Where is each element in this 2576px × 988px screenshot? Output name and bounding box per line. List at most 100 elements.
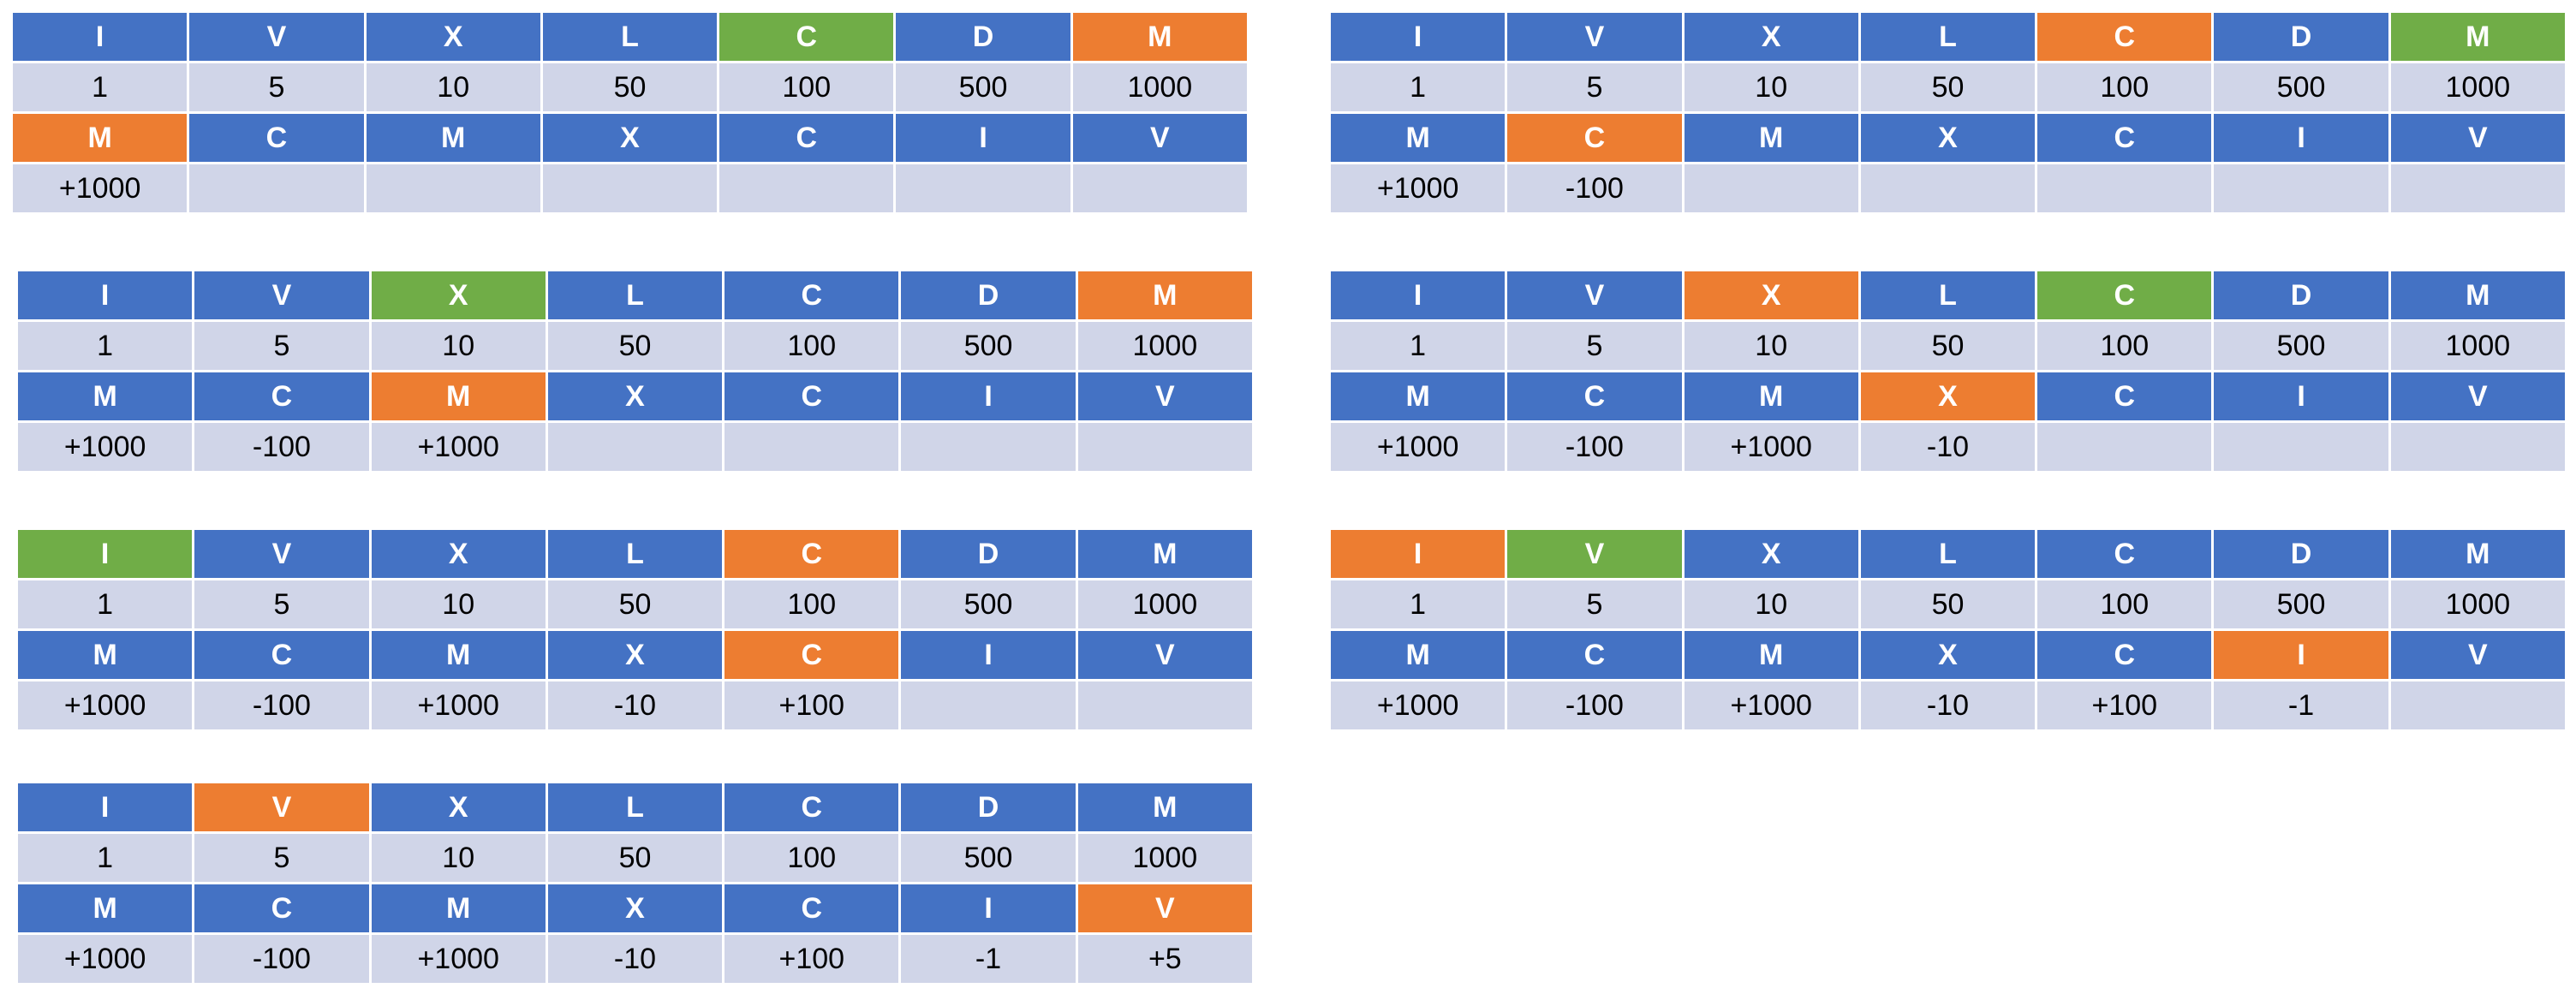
result-cell (189, 164, 364, 212)
result-cell (542, 164, 718, 212)
input-cell: M (18, 372, 193, 420)
value-cell: 1 (1331, 580, 1506, 628)
result-cell (724, 423, 899, 471)
value-cell: 100 (2037, 580, 2212, 628)
input-cell: X (542, 114, 718, 162)
result-cell: +1000 (371, 681, 546, 729)
value-cell: 100 (2037, 63, 2212, 111)
symbol-cell: M (2390, 13, 2565, 61)
symbol-cell: M (1077, 530, 1252, 578)
value-cell: 500 (901, 322, 1076, 370)
value-cell: 100 (719, 63, 894, 111)
symbol-cell: L (542, 13, 718, 61)
result-cell (2390, 164, 2565, 212)
result-cell: +5 (1077, 935, 1252, 983)
symbol-cell: X (366, 13, 540, 61)
step-table-6: I V X L C D M 1 5 10 50 100 500 1000 M C M X C I V +1000 -100 +… (1328, 527, 2567, 732)
result-row: +1000 -100 +1000 -10 (1331, 423, 2565, 471)
result-cell: +1000 (371, 935, 546, 983)
result-cell (547, 423, 723, 471)
result-row: +1000 (13, 164, 1247, 212)
result-cell: +1000 (371, 423, 546, 471)
input-cell: M (1684, 631, 1858, 679)
symbol-cell: C (719, 13, 894, 61)
input-cell: I (2214, 372, 2388, 420)
input-cell: V (2390, 631, 2565, 679)
result-cell (901, 423, 1076, 471)
value-cell: 5 (1507, 63, 1682, 111)
symbol-cell: C (2037, 13, 2212, 61)
result-cell (1077, 423, 1252, 471)
input-cell: I (901, 372, 1076, 420)
symbol-cell: I (18, 271, 193, 319)
result-cell (1072, 164, 1247, 212)
symbol-cell: V (194, 530, 369, 578)
value-cell: 5 (1507, 580, 1682, 628)
input-cell: X (547, 372, 723, 420)
value-cell: 1000 (1077, 834, 1252, 882)
step-table-1: I V X L C D M 1 5 10 50 100 500 1000 M C M X C I V +1000 (10, 10, 1249, 215)
value-row: 1 5 10 50 100 500 1000 (18, 322, 1252, 370)
value-cell: 5 (194, 322, 369, 370)
value-cell: 1000 (1072, 63, 1247, 111)
result-cell: -100 (1507, 164, 1682, 212)
step-table-5: I V X L C D M 1 5 10 50 100 500 1000 M C M X C I V +1000 -100 +… (15, 527, 1255, 732)
input-cell: C (1507, 114, 1682, 162)
input-cell: I (896, 114, 1070, 162)
result-cell: +1000 (1684, 681, 1858, 729)
result-cell (2390, 423, 2565, 471)
input-cell: C (194, 631, 369, 679)
value-row: 1 5 10 50 100 500 1000 (18, 834, 1252, 882)
value-row: 1 5 10 50 100 500 1000 (18, 580, 1252, 628)
value-row: 1 5 10 50 100 500 1000 (1331, 63, 2565, 111)
symbol-cell: V (189, 13, 364, 61)
symbol-cell: D (896, 13, 1070, 61)
input-cell: X (1860, 372, 2036, 420)
result-cell: -10 (1860, 681, 2036, 729)
input-cell: V (2390, 372, 2565, 420)
input-cell: X (547, 631, 723, 679)
input-cell: C (194, 884, 369, 932)
result-cell (896, 164, 1070, 212)
result-cell: -100 (194, 681, 369, 729)
symbol-cell: V (194, 271, 369, 319)
symbol-cell: L (547, 783, 723, 831)
value-cell: 500 (2214, 322, 2388, 370)
value-cell: 500 (896, 63, 1070, 111)
input-cell: V (1077, 631, 1252, 679)
result-cell (1684, 164, 1858, 212)
input-cell: M (371, 631, 546, 679)
value-cell: 10 (371, 834, 546, 882)
result-cell (366, 164, 540, 212)
value-cell: 10 (371, 322, 546, 370)
symbol-cell: M (1077, 271, 1252, 319)
input-cell: V (1077, 372, 1252, 420)
input-cell: C (1507, 631, 1682, 679)
symbol-cell: X (371, 783, 546, 831)
step-table-2: I V X L C D M 1 5 10 50 100 500 1000 M C M X C I V +1000 -100 (1328, 10, 2567, 215)
input-cell: C (2037, 631, 2212, 679)
symbol-cell: L (547, 271, 723, 319)
result-cell (1860, 164, 2036, 212)
value-cell: 500 (901, 580, 1076, 628)
symbol-cell: V (1507, 271, 1682, 319)
result-cell (2037, 164, 2212, 212)
symbol-cell: D (901, 783, 1076, 831)
result-cell: +1000 (1331, 681, 1506, 729)
value-cell: 50 (1860, 322, 2036, 370)
symbol-cell: I (1331, 13, 1506, 61)
input-cell: M (371, 884, 546, 932)
result-cell: +100 (2037, 681, 2212, 729)
value-cell: 5 (189, 63, 364, 111)
symbol-cell: X (1684, 13, 1858, 61)
value-cell: 1000 (2390, 580, 2565, 628)
value-cell: 500 (2214, 580, 2388, 628)
result-cell: -10 (547, 681, 723, 729)
